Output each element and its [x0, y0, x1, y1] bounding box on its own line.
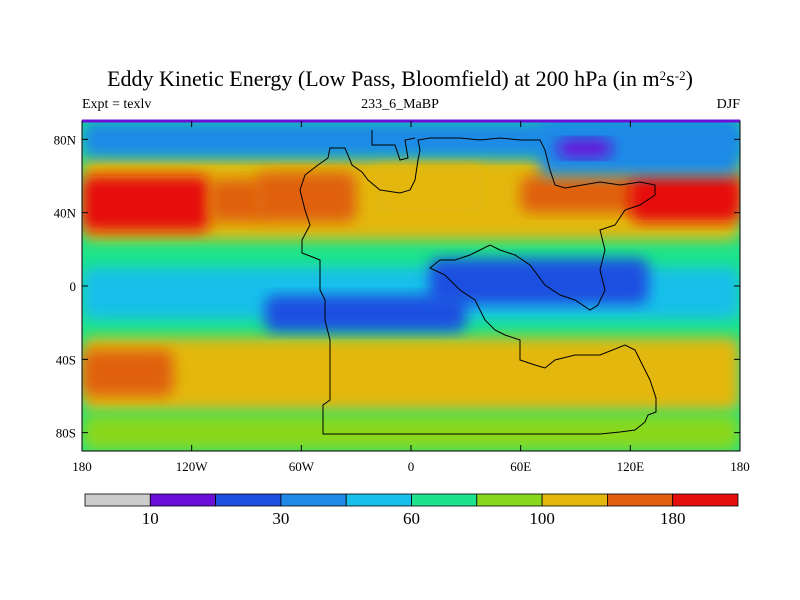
- x-tick-label: 60W: [289, 459, 315, 474]
- continent-outline: [299, 137, 657, 435]
- colorbar-box: [345, 493, 412, 507]
- colorbar-label: 100: [529, 509, 555, 528]
- field-region: [82, 337, 740, 411]
- axis-ticks: 180 120W 60W 0 60E 120E 180 80N 40N 0 40S 80S: [54, 121, 750, 474]
- y-tick-label: 80N: [54, 132, 77, 147]
- field-region: [82, 176, 210, 231]
- colorbar-box: [280, 493, 347, 507]
- season-label: DJF: [716, 97, 740, 112]
- y-tick-label: 40N: [54, 206, 77, 221]
- x-tick-label: 180: [730, 459, 750, 474]
- colorbar-box: [215, 493, 282, 507]
- colorbar-box: [411, 493, 478, 507]
- field-region: [82, 350, 174, 396]
- field-region: [374, 166, 485, 213]
- field-region: [264, 295, 466, 332]
- field-region: [429, 258, 649, 305]
- y-tick-label: 0: [70, 279, 77, 294]
- field-region: [538, 121, 740, 176]
- colorbar: [84, 493, 739, 507]
- field-region: [255, 172, 357, 222]
- field-region: [209, 179, 265, 222]
- chart-title: Eddy Kinetic Energy (Low Pass, Bloomfiel…: [107, 66, 693, 91]
- y-tick-label: 80S: [56, 426, 76, 441]
- x-tick-label: 120E: [617, 459, 645, 474]
- colorbar-label: 10: [141, 509, 159, 528]
- experiment-label: Expt = texlv: [82, 97, 152, 112]
- y-tick-label: 40S: [56, 352, 76, 367]
- colorbar-label: 30: [272, 509, 290, 528]
- x-tick-label: 60E: [510, 459, 531, 474]
- x-tick-label: 120W: [176, 459, 209, 474]
- x-tick-label: 0: [408, 459, 415, 474]
- high-latitude-outline: [371, 130, 416, 161]
- colorbar-label: 60: [403, 509, 420, 528]
- colorbar-box: [149, 493, 217, 507]
- field-region: [82, 414, 740, 451]
- colorbar-box: [84, 493, 151, 507]
- eke-field: [82, 121, 740, 451]
- colorbar-label: 180: [659, 509, 686, 528]
- colorbar-box: [672, 493, 739, 507]
- colorbar-box: [607, 493, 674, 507]
- field-region: [630, 176, 740, 222]
- x-tick-label: 180: [72, 459, 92, 474]
- colorbar-box: [541, 493, 608, 507]
- colorbar-box: [476, 493, 543, 507]
- case-label: 233_6_MaBP: [361, 97, 439, 112]
- field-region: [557, 139, 613, 158]
